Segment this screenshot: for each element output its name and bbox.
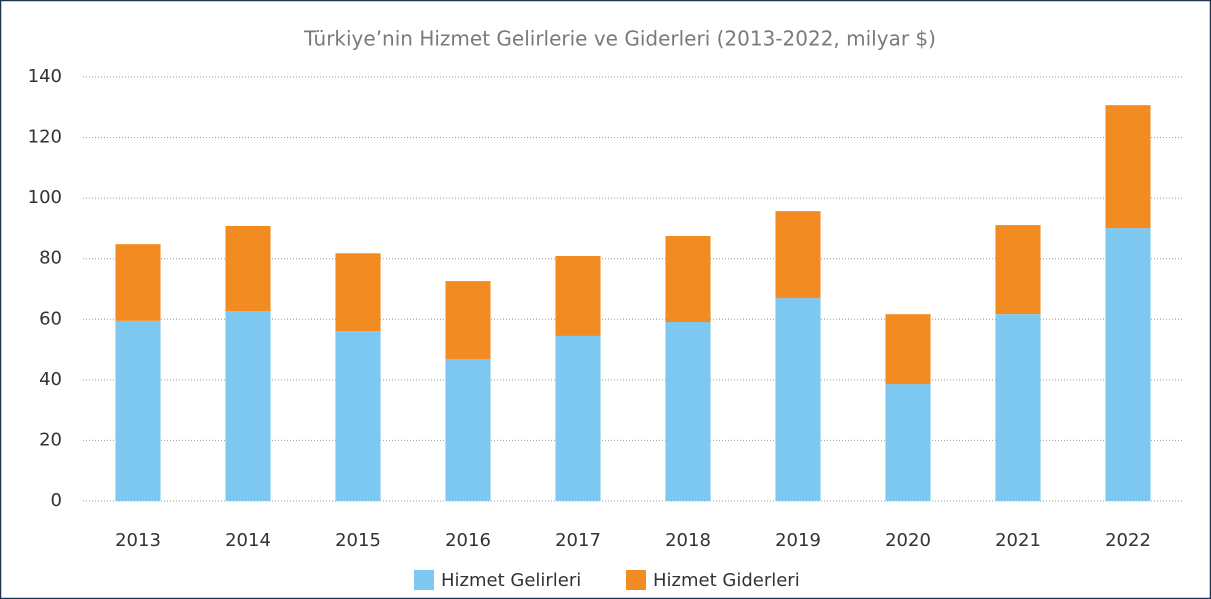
y-tick-label: 20 [39,429,62,450]
bar-segment [995,225,1041,315]
x-tick-label: 2013 [115,530,161,551]
bar-segment [555,255,601,336]
bar-segment [885,384,931,501]
bar-segment [335,331,381,501]
legend-label: Hizmet Giderleri [653,570,800,591]
y-tick-label: 80 [39,248,62,269]
bar-segment [665,236,711,323]
bar-segment [115,320,161,501]
chart-title: Türkiye’nin Hizmet Gelirlerie ve Giderle… [303,27,936,51]
y-tick-label: 100 [28,187,62,208]
y-tick-label: 120 [28,127,62,148]
legend-swatch [626,570,646,590]
bar-segment [995,314,1041,501]
bar-segment [555,335,601,501]
bar-segment [335,253,381,332]
x-tick-label: 2022 [1105,530,1151,551]
y-tick-label: 60 [39,308,62,329]
bar-segment [115,244,161,321]
y-tick-label: 0 [51,490,62,511]
bar-segment [445,281,491,359]
x-tick-label: 2020 [885,530,931,551]
x-tick-label: 2014 [225,530,271,551]
x-tick-label: 2016 [445,530,491,551]
bar-segment [445,358,491,501]
x-tick-label: 2015 [335,530,381,551]
y-tick-label: 140 [28,66,62,87]
bar-segment [885,314,931,385]
legend-swatch [414,570,434,590]
x-tick-label: 2019 [775,530,821,551]
bar-segment [225,226,271,312]
bar-segment [225,311,271,501]
bar-segment [775,298,821,501]
bar-segment [665,322,711,501]
x-tick-label: 2017 [555,530,601,551]
x-tick-label: 2021 [995,530,1041,551]
y-tick-label: 40 [39,369,62,390]
x-tick-label: 2018 [665,530,711,551]
bar-segment [1105,228,1151,501]
legend-label: Hizmet Gelirleri [441,570,581,591]
bar-segment [775,211,821,299]
bar-segment [1105,105,1151,229]
